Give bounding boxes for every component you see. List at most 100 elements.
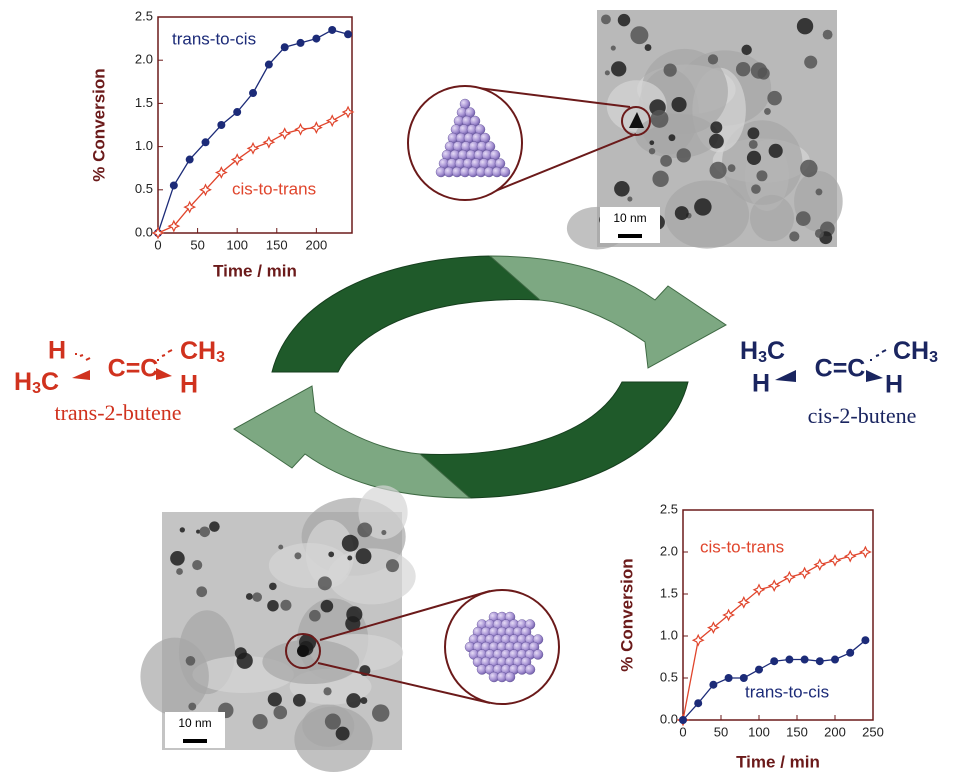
- series-label: cis-to-trans: [232, 179, 316, 198]
- data-point: [785, 656, 793, 664]
- subscript: 3: [216, 349, 225, 366]
- particle: [709, 134, 724, 149]
- particle: [280, 600, 291, 611]
- particle: [605, 70, 610, 75]
- y-axis-label: % Conversion: [89, 68, 108, 181]
- figure: 10 nm 10 nm H H3C C=C CH3 H trans-2-bute…: [0, 0, 965, 775]
- particle: [346, 693, 361, 708]
- particle: [601, 14, 611, 24]
- series-line: [683, 640, 865, 720]
- x-tick-label: 150: [266, 237, 288, 252]
- scale-bar: 10 nm: [165, 712, 225, 748]
- data-point: [679, 716, 687, 724]
- atom: H: [180, 371, 198, 399]
- particle: [736, 62, 750, 76]
- data-point: [800, 568, 810, 578]
- particle: [360, 697, 367, 704]
- data-point: [327, 116, 337, 126]
- particle: [386, 559, 399, 572]
- data-point: [202, 138, 210, 146]
- particle: [294, 552, 301, 559]
- atom: CH3: [180, 337, 225, 367]
- scale-label: 10 nm: [613, 211, 646, 225]
- hash-bond: [75, 354, 90, 360]
- particle: [309, 610, 321, 622]
- particle: [611, 45, 616, 50]
- molecule: H H3C C=C CH3 H trans-2-butene: [14, 337, 225, 425]
- atom-sphere: [525, 665, 535, 675]
- y-tick-label: 2.5: [135, 8, 153, 23]
- data-point: [816, 657, 824, 665]
- data-point: [280, 129, 290, 139]
- particle: [769, 144, 783, 158]
- data-point: [217, 121, 225, 129]
- particle: [267, 600, 279, 612]
- hash-bond: [870, 350, 886, 360]
- atom: H: [740, 337, 758, 365]
- particle: [297, 645, 309, 657]
- series-line: [158, 30, 348, 233]
- x-tick-label: 50: [190, 237, 204, 252]
- particle: [694, 198, 711, 215]
- data-point: [281, 43, 289, 51]
- particle: [196, 586, 207, 597]
- y-axis-label: % Conversion: [617, 558, 636, 671]
- subscript: 3: [32, 380, 41, 397]
- wedge: [156, 368, 172, 380]
- data-point: [248, 143, 258, 153]
- particle: [764, 108, 771, 115]
- texture: [140, 638, 208, 716]
- particle: [652, 171, 668, 187]
- particle: [751, 62, 767, 78]
- y-tick-label: 2.0: [135, 52, 153, 67]
- data-point: [755, 666, 763, 674]
- particle: [767, 91, 782, 106]
- data-point: [861, 636, 869, 644]
- particle: [710, 162, 727, 179]
- particle: [611, 61, 626, 76]
- atom: H3C: [14, 368, 59, 398]
- x-tick-label: 200: [306, 237, 328, 252]
- atom: CH: [893, 337, 929, 365]
- y-tick-label: 0.5: [135, 181, 153, 196]
- y-tick-label: 1.5: [135, 95, 153, 110]
- particle: [192, 560, 202, 570]
- data-point: [740, 674, 748, 682]
- data-point: [265, 61, 273, 69]
- particle: [325, 714, 341, 730]
- particle: [328, 551, 334, 557]
- data-point: [311, 123, 321, 133]
- wedge: [866, 370, 883, 382]
- atom: CH3: [893, 337, 938, 367]
- particle: [176, 568, 183, 575]
- atom: H: [885, 371, 903, 399]
- particle: [728, 164, 736, 172]
- x-tick-label: 50: [714, 724, 728, 739]
- particle: [823, 30, 833, 40]
- particle: [188, 703, 196, 711]
- particle: [816, 188, 823, 195]
- texture: [750, 195, 794, 241]
- y-tick-label: 2.5: [660, 501, 678, 516]
- particle: [664, 63, 677, 76]
- data-point: [784, 572, 794, 582]
- data-point: [801, 656, 809, 664]
- particle: [669, 134, 676, 141]
- data-point: [170, 181, 178, 189]
- series-label: trans-to-cis: [172, 29, 256, 48]
- particle: [199, 526, 210, 537]
- particle: [671, 97, 686, 112]
- x-axis-label: Time / min: [736, 752, 820, 771]
- x-tick-label: 0: [154, 237, 161, 252]
- molecule: H3C H C=C CH3 H cis-2-butene: [740, 337, 938, 428]
- particle: [815, 229, 824, 238]
- x-tick-label: 100: [226, 237, 248, 252]
- x-tick-label: 200: [824, 724, 846, 739]
- atom: CH: [180, 337, 216, 365]
- particle: [246, 593, 253, 600]
- atom-sphere: [505, 672, 515, 682]
- particle: [293, 694, 306, 707]
- particle: [347, 556, 352, 561]
- atom: C: [41, 368, 59, 396]
- data-point: [312, 35, 320, 43]
